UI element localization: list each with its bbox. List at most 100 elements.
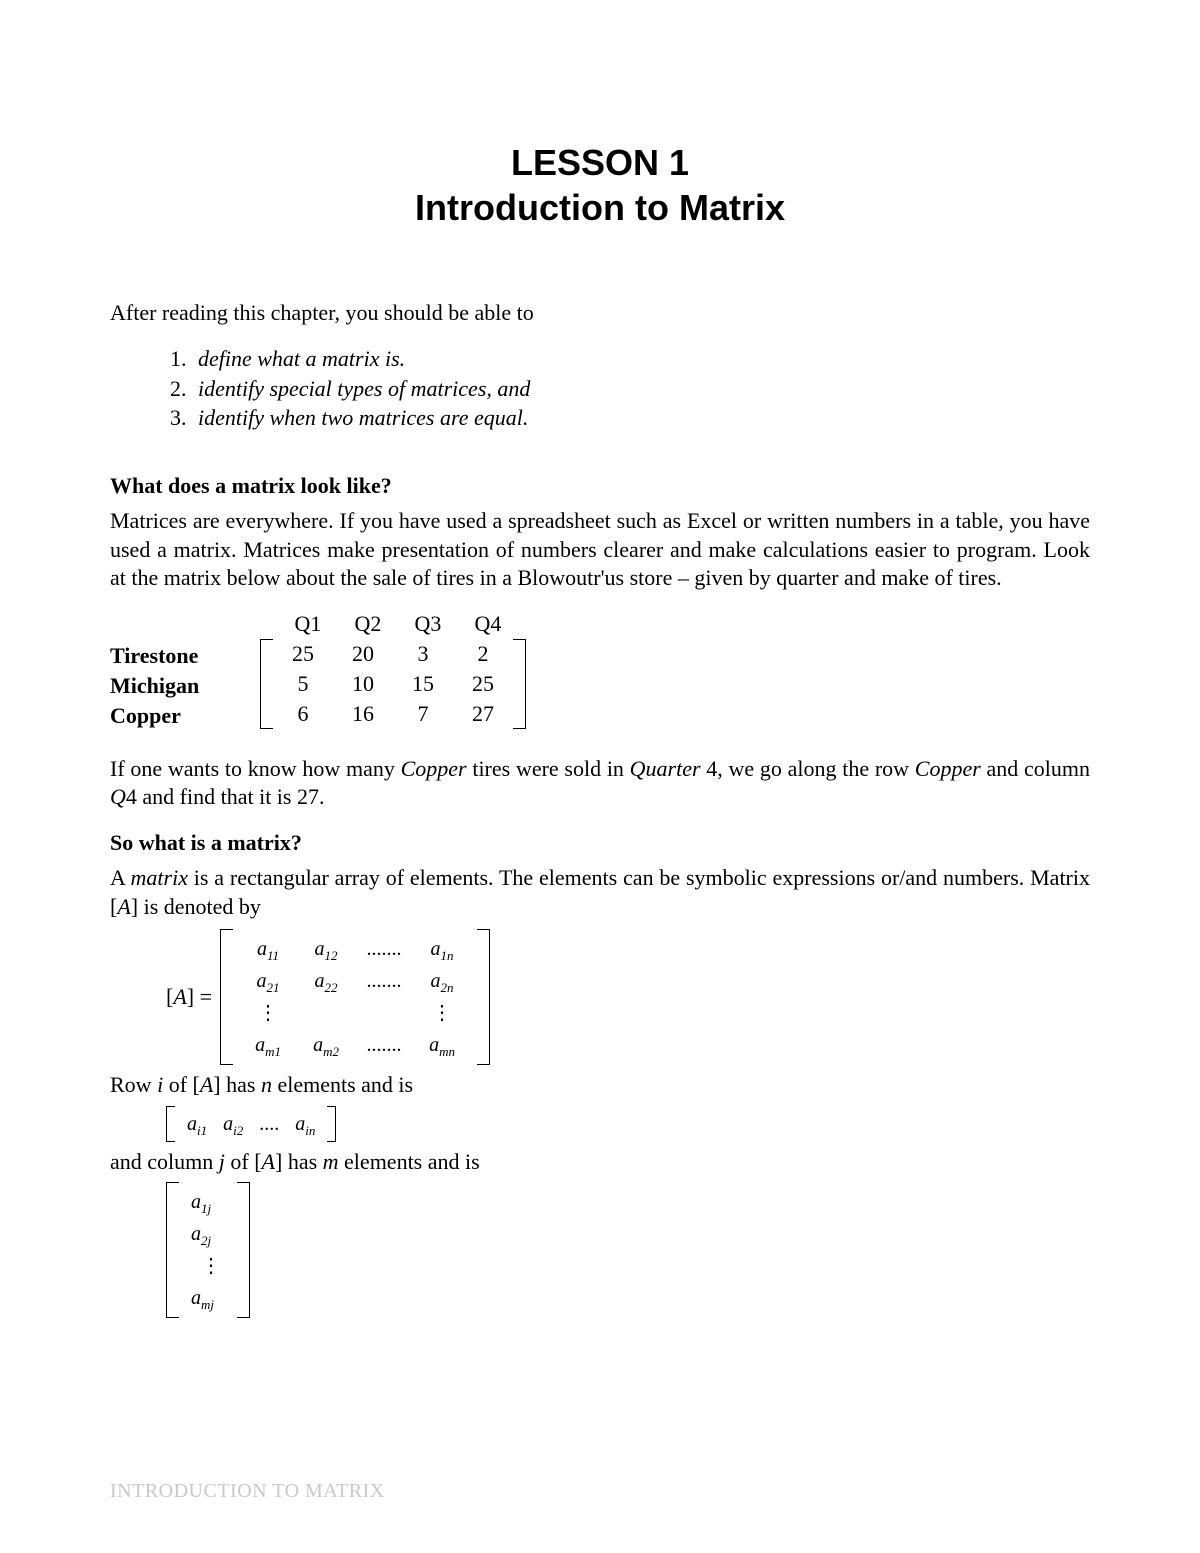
right-bracket <box>327 1106 336 1142</box>
col-header: Q3 <box>398 611 458 637</box>
matrix-cell: ....... <box>355 1029 413 1061</box>
copper-ref-2: Copper <box>915 756 981 781</box>
row-description: Row i of [A] has n elements and is <box>110 1071 1090 1100</box>
matrix-cell: 6 <box>273 699 333 729</box>
tire-matrix-block: Tirestone Michigan Copper Q1 Q2 Q3 Q4 25… <box>110 611 1090 731</box>
matrix-cell: a1n <box>413 933 471 965</box>
matrix-cell: 2 <box>453 639 513 669</box>
matrix-cell: amj <box>185 1282 231 1314</box>
matrix-cell: a11 <box>239 933 297 965</box>
matrix-cell: a2j <box>185 1218 231 1250</box>
general-matrix: a11a12.......a1na21a22.......a2n⋮⋮am1am2… <box>220 929 490 1065</box>
left-bracket <box>166 1182 179 1318</box>
matrix-rows: 25 20 3 2 5 10 15 25 6 16 7 <box>273 639 513 729</box>
tire-matrix: Q1 Q2 Q3 Q4 25 20 3 2 5 10 <box>260 611 526 729</box>
matrix-term: matrix <box>131 865 188 890</box>
left-bracket <box>260 639 273 729</box>
row-label: Michigan <box>110 671 260 701</box>
objective-item: 1. define what a matrix is. <box>170 344 1090 374</box>
matrix-cell: a21 <box>239 965 297 997</box>
matrix-cell <box>297 997 355 1029</box>
column-vector-cells: a1ja2j⋮amj <box>179 1182 237 1318</box>
right-bracket <box>237 1182 250 1318</box>
matrix-cell: ai1 <box>179 1108 215 1140</box>
title-block: LESSON 1 Introduction to Matrix <box>110 140 1090 230</box>
matrix-row: a21a22.......a2n <box>239 965 471 997</box>
section-heading: What does a matrix look like? <box>110 473 1090 499</box>
lesson-title: Introduction to Matrix <box>110 185 1090 230</box>
general-matrix-equation: [A] = a11a12.......a1na21a22.......a2n⋮⋮… <box>166 925 1090 1069</box>
matrix-cell: 25 <box>453 669 513 699</box>
matrix-row: 5 10 15 25 <box>273 669 513 699</box>
column-vector-matrix: a1ja2j⋮amj <box>166 1182 250 1318</box>
matrix-row: 25 20 3 2 <box>273 639 513 669</box>
matrix-cell: a1j <box>185 1186 231 1218</box>
row-vector: ai1ai2....ain <box>166 1102 1090 1146</box>
section1-follow-paragraph: If one wants to know how many Copper tir… <box>110 755 1090 812</box>
matrix-cell: 3 <box>393 639 453 669</box>
matrix-cell: ⋮ <box>239 997 297 1029</box>
lesson-number: LESSON 1 <box>110 140 1090 185</box>
matrix-cell: 16 <box>333 699 393 729</box>
matrix-cell <box>355 997 413 1029</box>
matrix-row: amj <box>185 1282 231 1314</box>
matrix-cell: 5 <box>273 669 333 699</box>
matrix-cell: ....... <box>355 965 413 997</box>
matrix-cell: ai2 <box>215 1108 251 1140</box>
tire-row-labels: Tirestone Michigan Copper <box>110 611 260 731</box>
matrix-cell: am2 <box>297 1029 355 1061</box>
objective-text: define what a matrix is. <box>198 344 405 374</box>
matrix-lhs: [A] = <box>166 984 212 1010</box>
matrix-cell: 27 <box>453 699 513 729</box>
matrix-row: ⋮ <box>185 1250 231 1282</box>
intro-text: After reading this chapter, you should b… <box>110 300 1090 326</box>
matrix-cell: ⋮ <box>185 1250 231 1282</box>
objective-item: 2. identify special types of matrices, a… <box>170 374 1090 404</box>
objective-text: identify special types of matrices, and <box>198 374 530 404</box>
matrix-row: ⋮⋮ <box>239 997 471 1029</box>
matrix-row: a1j <box>185 1186 231 1218</box>
copper-ref: Copper <box>401 756 467 781</box>
right-bracket <box>477 929 490 1065</box>
row-label: Tirestone <box>110 641 260 671</box>
quarter-ref: Quarter <box>630 756 701 781</box>
matrix-row: am1am2.......amn <box>239 1029 471 1061</box>
objectives-list: 1. define what a matrix is. 2. identify … <box>170 344 1090 433</box>
section-heading-2: So what is a matrix? <box>110 830 1090 856</box>
q4-ref: Q <box>110 784 126 809</box>
matrix-cell: a22 <box>297 965 355 997</box>
matrix-row: 6 16 7 27 <box>273 699 513 729</box>
objective-number: 2. <box>170 374 198 404</box>
col-header: Q1 <box>278 611 338 637</box>
left-bracket <box>166 1106 175 1142</box>
column-vector: a1ja2j⋮amj <box>166 1178 1090 1322</box>
matrix-cell: a2n <box>413 965 471 997</box>
matrix-cell: 25 <box>273 639 333 669</box>
matrix-row: a11a12.......a1n <box>239 933 471 965</box>
objective-number: 3. <box>170 403 198 433</box>
section2-paragraph: A matrix is a rectangular array of eleme… <box>110 864 1090 921</box>
page-footer: INTRODUCTION TO MATRIX <box>110 1480 385 1503</box>
matrix-cell: 20 <box>333 639 393 669</box>
section1-paragraph: Matrices are everywhere. If you have use… <box>110 507 1090 593</box>
matrix-cell: 7 <box>393 699 453 729</box>
matrix-cell: amn <box>413 1029 471 1061</box>
general-matrix-rows: a11a12.......a1na21a22.......a2n⋮⋮am1am2… <box>233 929 477 1065</box>
matrix-cell: ....... <box>355 933 413 965</box>
matrix-cell: a12 <box>297 933 355 965</box>
left-bracket <box>220 929 233 1065</box>
matrix-cell: 10 <box>333 669 393 699</box>
document-page: LESSON 1 Introduction to Matrix After re… <box>0 0 1200 1553</box>
row-vector-cells: ai1ai2....ain <box>179 1108 323 1140</box>
objective-item: 3. identify when two matrices are equal. <box>170 403 1090 433</box>
matrix-cell: ⋮ <box>413 997 471 1029</box>
tire-matrix-body: 25 20 3 2 5 10 15 25 6 16 7 <box>260 639 526 729</box>
col-header: Q2 <box>338 611 398 637</box>
column-description: and column j of [A] has m elements and i… <box>110 1148 1090 1177</box>
row-label: Copper <box>110 701 260 731</box>
col-header: Q4 <box>458 611 518 637</box>
quarter-headers: Q1 Q2 Q3 Q4 <box>278 611 526 637</box>
objective-text: identify when two matrices are equal. <box>198 403 528 433</box>
matrix-cell: 15 <box>393 669 453 699</box>
matrix-cell: am1 <box>239 1029 297 1061</box>
